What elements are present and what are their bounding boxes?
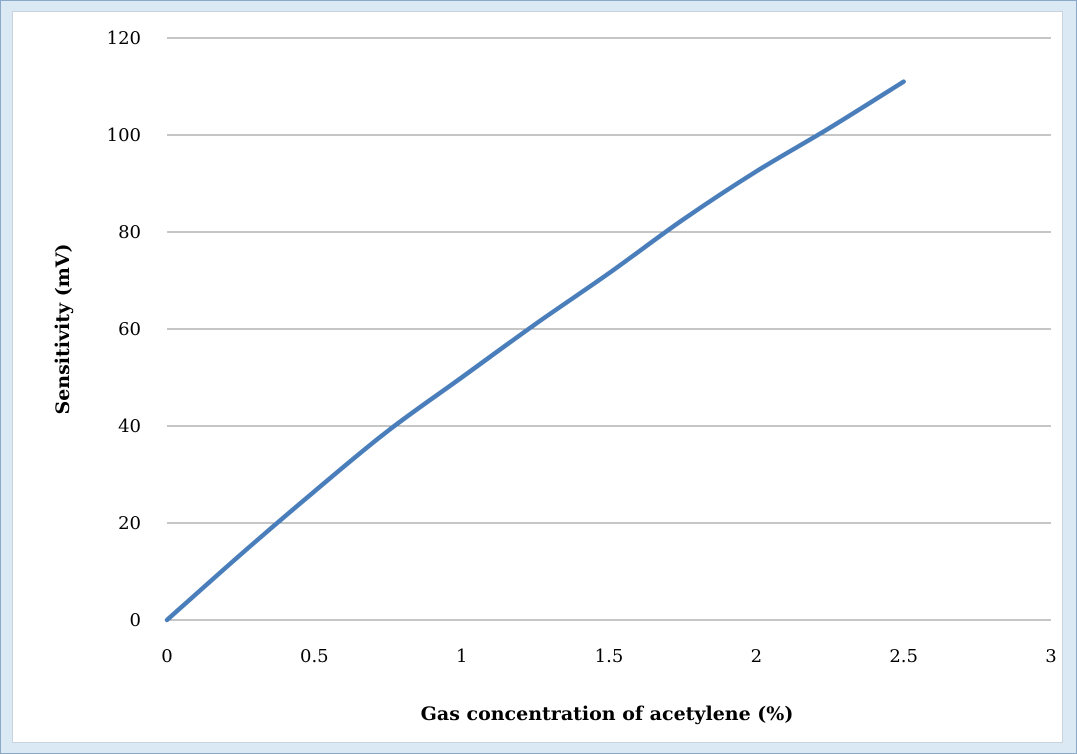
line-chart: 0 20 40 60 80 100 120 0 0.5 1 1.5 2 2.5 3 Gas concen… <box>52 28 1057 725</box>
y-tick-label: 60 <box>118 319 141 340</box>
x-tick-label: 2 <box>751 646 762 667</box>
y-tick-label: 0 <box>130 610 141 631</box>
y-tick-label: 40 <box>118 416 141 437</box>
y-axis-title: Sensitivity (mV) <box>52 243 74 414</box>
chart-area: 0 20 40 60 80 100 120 0 0.5 1 1.5 2 2.5 3 Gas concen… <box>12 11 1063 743</box>
x-tick-label: 2.5 <box>889 646 918 667</box>
y-tick-label: 100 <box>107 125 141 146</box>
y-tick-label: 20 <box>118 513 141 534</box>
x-tick-label: 1.5 <box>595 646 624 667</box>
x-tick-label: 0.5 <box>300 646 329 667</box>
x-axis-title: Gas concentration of acetylene (%) <box>421 703 794 725</box>
series-line <box>164 79 906 623</box>
y-axis-tick-labels: 0 20 40 60 80 100 120 <box>107 28 141 631</box>
x-tick-label: 0 <box>161 646 172 667</box>
x-axis-tick-labels: 0 0.5 1 1.5 2 2.5 3 <box>161 646 1056 667</box>
gridlines <box>167 37 1051 621</box>
series-layer <box>164 79 906 623</box>
y-tick-label: 120 <box>107 28 141 49</box>
x-tick-label: 1 <box>456 646 467 667</box>
y-tick-label: 80 <box>118 222 141 243</box>
x-tick-label: 3 <box>1045 646 1056 667</box>
